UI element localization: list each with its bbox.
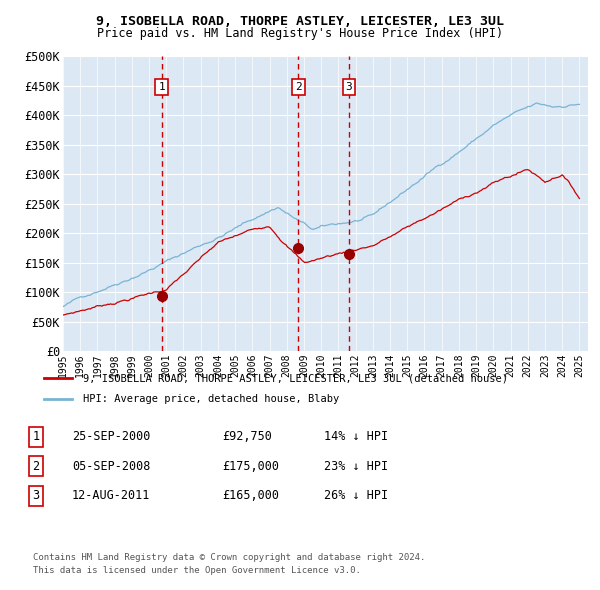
Text: 2: 2 [32, 460, 40, 473]
Text: 12-AUG-2011: 12-AUG-2011 [72, 489, 151, 502]
Text: 2: 2 [295, 82, 302, 91]
Text: Contains HM Land Registry data © Crown copyright and database right 2024.: Contains HM Land Registry data © Crown c… [33, 553, 425, 562]
Text: 14% ↓ HPI: 14% ↓ HPI [324, 430, 388, 443]
Text: £92,750: £92,750 [222, 430, 272, 443]
Text: HPI: Average price, detached house, Blaby: HPI: Average price, detached house, Blab… [83, 394, 339, 404]
Text: 9, ISOBELLA ROAD, THORPE ASTLEY, LEICESTER, LE3 3UL: 9, ISOBELLA ROAD, THORPE ASTLEY, LEICEST… [96, 15, 504, 28]
Text: 1: 1 [158, 82, 165, 91]
Text: 25-SEP-2000: 25-SEP-2000 [72, 430, 151, 443]
Text: Price paid vs. HM Land Registry's House Price Index (HPI): Price paid vs. HM Land Registry's House … [97, 27, 503, 40]
Text: 3: 3 [32, 489, 40, 502]
Text: 9, ISOBELLA ROAD, THORPE ASTLEY, LEICESTER, LE3 3UL (detached house): 9, ISOBELLA ROAD, THORPE ASTLEY, LEICEST… [83, 373, 508, 383]
Text: £175,000: £175,000 [222, 460, 279, 473]
Text: 23% ↓ HPI: 23% ↓ HPI [324, 460, 388, 473]
Text: 1: 1 [32, 430, 40, 443]
Text: 3: 3 [346, 82, 352, 91]
Text: 26% ↓ HPI: 26% ↓ HPI [324, 489, 388, 502]
Text: 05-SEP-2008: 05-SEP-2008 [72, 460, 151, 473]
Text: £165,000: £165,000 [222, 489, 279, 502]
Text: This data is licensed under the Open Government Licence v3.0.: This data is licensed under the Open Gov… [33, 566, 361, 575]
